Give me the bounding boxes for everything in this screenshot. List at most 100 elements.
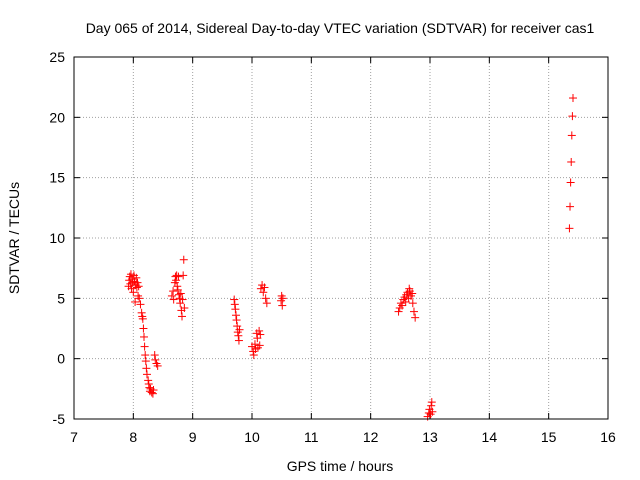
data-point	[394, 307, 403, 316]
y-tick-label: 0	[57, 351, 65, 367]
data-point	[234, 336, 243, 345]
data-point	[231, 311, 240, 320]
data-points	[124, 94, 577, 421]
axis-ticks	[73, 56, 609, 420]
data-point	[180, 303, 189, 312]
data-point	[135, 294, 144, 303]
data-point	[409, 307, 418, 316]
data-point	[408, 299, 417, 308]
data-point	[249, 351, 258, 360]
data-point	[566, 178, 575, 187]
x-tick-label: 15	[541, 429, 557, 445]
data-point	[235, 325, 244, 334]
x-tick-label: 13	[422, 429, 438, 445]
data-point	[134, 282, 143, 291]
x-tick-label: 12	[363, 429, 379, 445]
data-point	[133, 278, 142, 287]
data-point	[145, 383, 154, 392]
data-point	[167, 291, 176, 300]
y-tick-label: 15	[49, 170, 65, 186]
data-point	[256, 330, 265, 339]
data-point	[427, 398, 436, 407]
data-point	[142, 370, 151, 379]
tick-labels: 7 8 9 10 11 12 13 14 15 16 -5 0 5 10 15 20 25	[49, 49, 616, 445]
x-tick-label: 8	[129, 429, 137, 445]
x-tick-label: 16	[600, 429, 616, 445]
x-tick-label: 11	[304, 429, 319, 445]
y-tick-label: -5	[53, 411, 66, 427]
data-point	[144, 376, 153, 385]
data-point	[230, 295, 239, 304]
data-point	[174, 272, 183, 281]
data-point	[153, 361, 162, 370]
data-point	[231, 305, 240, 314]
data-point	[427, 401, 436, 410]
data-point	[131, 297, 140, 306]
data-point	[144, 380, 153, 389]
data-point	[260, 283, 269, 292]
data-point	[278, 294, 287, 303]
data-point	[141, 351, 150, 360]
data-point	[255, 326, 264, 335]
data-point	[138, 314, 147, 323]
data-point	[234, 331, 243, 340]
data-point	[567, 131, 576, 140]
plot-frame	[73, 56, 609, 420]
data-point	[150, 351, 159, 360]
y-tick-label: 25	[49, 49, 65, 65]
data-point	[129, 288, 138, 297]
data-point	[232, 316, 241, 325]
data-point	[408, 289, 417, 298]
data-point	[151, 355, 160, 364]
data-point	[140, 332, 149, 341]
data-point	[411, 313, 420, 322]
data-point	[262, 299, 271, 308]
data-point	[142, 364, 151, 373]
y-axis-label: SDTVAR / TECUs	[6, 182, 22, 294]
grid-lines	[74, 57, 608, 419]
x-tick-label: 10	[244, 429, 260, 445]
data-point	[149, 386, 158, 395]
y-tick-label: 10	[49, 230, 65, 246]
data-point	[398, 301, 407, 310]
data-point	[175, 290, 184, 299]
data-point	[255, 341, 264, 350]
data-point	[424, 408, 433, 417]
data-point	[565, 224, 574, 233]
x-tick-label: 7	[70, 429, 78, 445]
data-point	[178, 295, 187, 304]
data-point	[141, 357, 150, 366]
data-point	[132, 273, 141, 282]
data-point	[169, 295, 178, 304]
y-tick-label: 5	[57, 290, 65, 306]
data-point	[179, 255, 188, 264]
data-point	[136, 300, 145, 309]
data-point	[173, 282, 182, 291]
data-point	[568, 112, 577, 121]
data-point	[428, 407, 437, 416]
data-point	[278, 301, 287, 310]
data-point	[567, 157, 576, 166]
data-point	[148, 389, 157, 398]
y-tick-label: 20	[49, 109, 65, 125]
data-point	[176, 289, 185, 298]
data-point	[177, 312, 186, 321]
data-point	[259, 288, 268, 297]
data-point	[140, 342, 149, 351]
x-tick-label: 9	[189, 429, 197, 445]
data-point	[169, 287, 178, 296]
data-point	[179, 271, 188, 280]
chart-title: Day 065 of 2014, Sidereal Day-to-day VTE…	[86, 20, 595, 36]
data-point	[127, 284, 136, 293]
data-point	[137, 308, 146, 317]
data-point	[566, 202, 575, 211]
x-axis-label: GPS time / hours	[287, 458, 394, 474]
data-point	[568, 94, 577, 103]
data-point	[230, 300, 239, 309]
data-point	[132, 283, 141, 292]
data-point	[261, 294, 270, 303]
x-tick-label: 14	[482, 429, 498, 445]
data-point	[139, 324, 148, 333]
